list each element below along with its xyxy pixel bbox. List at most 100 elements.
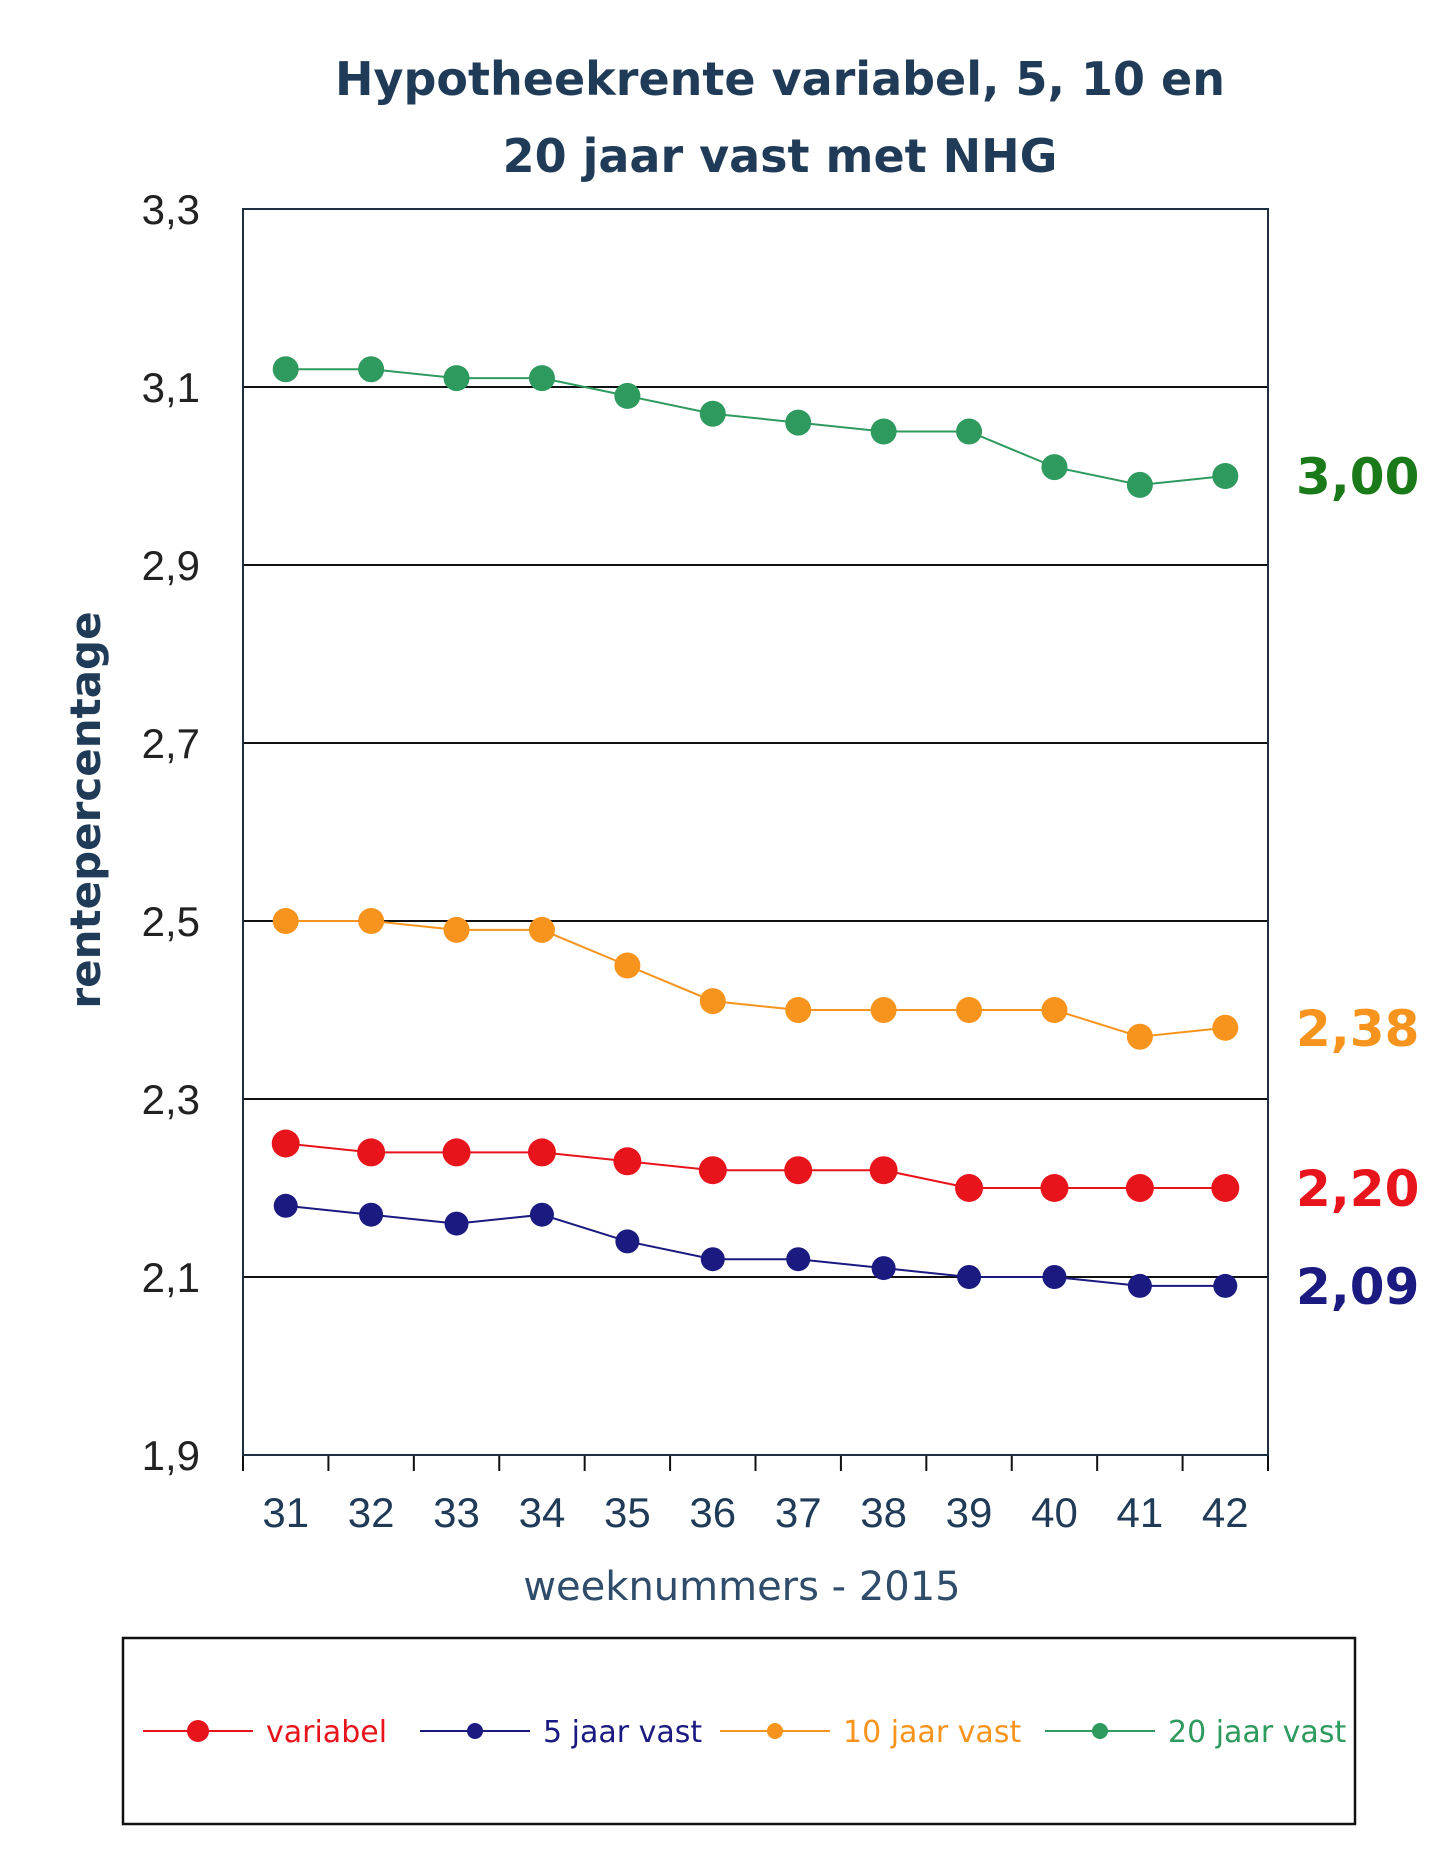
series-5-jaar-vast — [273, 1193, 1238, 1298]
data-point — [613, 1147, 642, 1176]
y-tick-label: 3,1 — [142, 364, 200, 411]
chart-title-line2: 20 jaar vast met NHG — [503, 129, 1058, 183]
data-point — [272, 356, 299, 383]
x-tick-label: 40 — [1031, 1489, 1078, 1536]
data-point — [784, 1156, 813, 1185]
data-point — [359, 1202, 384, 1227]
legend-label: 20 jaar vast — [1168, 1715, 1346, 1750]
series-variabel — [271, 1129, 1240, 1202]
data-point — [1213, 1273, 1238, 1298]
x-tick-label: 31 — [262, 1489, 309, 1536]
data-point — [1212, 1014, 1239, 1041]
y-tick-label: 1,9 — [142, 1432, 200, 1479]
data-point — [870, 418, 897, 445]
legend: variabel 5 jaar vast 10 jaar vast 20 jaar v… — [143, 1715, 1346, 1750]
data-point — [1126, 1023, 1153, 1050]
data-point — [1126, 471, 1153, 498]
data-point — [615, 1229, 640, 1254]
x-axis-ticks: 31 32 33 34 35 36 37 38 39 40 41 42 — [242, 1455, 1269, 1536]
series-line — [285, 368, 1226, 486]
x-tick-label: 36 — [689, 1489, 736, 1536]
data-point — [1040, 1174, 1069, 1202]
data-point — [442, 1138, 471, 1167]
data-point — [870, 997, 897, 1023]
data-point — [444, 1211, 469, 1236]
x-tick-label: 41 — [1117, 1489, 1164, 1536]
legend-marker — [467, 1723, 483, 1739]
series-line — [285, 920, 1226, 1038]
y-tick-label: 2,3 — [142, 1076, 200, 1123]
data-point — [358, 356, 385, 383]
y-tick-label: 2,9 — [142, 542, 200, 589]
data-point — [527, 1138, 556, 1167]
x-axis-label: weeknummers - 2015 — [523, 1564, 960, 1610]
x-tick-label: 33 — [433, 1489, 480, 1536]
data-point — [785, 409, 812, 436]
x-tick-label: 38 — [860, 1489, 907, 1536]
series-line — [285, 1142, 1226, 1189]
end-label: 2,38 — [1296, 1000, 1419, 1058]
series-group — [271, 356, 1240, 1298]
data-point — [443, 365, 470, 392]
x-tick-label: 35 — [604, 1489, 651, 1536]
data-point — [957, 1265, 982, 1289]
series-line — [285, 1204, 1226, 1287]
series-10-jaar-vast — [272, 908, 1239, 1050]
data-point — [871, 1256, 896, 1281]
y-tick-label: 2,7 — [142, 720, 200, 767]
end-label: 2,20 — [1296, 1160, 1419, 1218]
data-point — [1212, 463, 1239, 489]
data-point — [614, 382, 641, 409]
data-point — [956, 418, 983, 445]
legend-marker — [767, 1723, 783, 1739]
data-point — [700, 1247, 725, 1272]
chart-title-line1: Hypotheekrente variabel, 5, 10 en — [335, 52, 1225, 106]
series-20-jaar-vast — [272, 356, 1239, 498]
data-point — [699, 400, 726, 427]
x-tick-label: 32 — [348, 1489, 395, 1536]
data-point — [529, 1202, 554, 1227]
data-point — [955, 1174, 984, 1202]
y-tick-label: 3,3 — [142, 186, 200, 233]
end-labels: 2,20 2,09 2,38 3,00 — [1296, 448, 1419, 1316]
x-tick-label: 42 — [1202, 1489, 1249, 1536]
data-point — [1041, 997, 1068, 1023]
data-point — [357, 1138, 386, 1167]
legend-marker — [187, 1720, 209, 1742]
legend-label: variabel — [266, 1715, 387, 1750]
data-point — [271, 1129, 300, 1158]
legend-label: 5 jaar vast — [543, 1715, 702, 1750]
data-point — [869, 1156, 898, 1185]
data-point — [1042, 1265, 1067, 1289]
y-axis-label: rentepercentage — [61, 611, 110, 1008]
data-point — [699, 988, 726, 1015]
data-point — [273, 1193, 298, 1218]
x-tick-label: 34 — [519, 1489, 566, 1536]
data-point — [358, 908, 385, 934]
data-point — [1125, 1174, 1154, 1202]
data-point — [614, 952, 641, 979]
data-point — [785, 997, 812, 1023]
data-point — [1211, 1174, 1240, 1202]
data-point — [1127, 1273, 1152, 1298]
data-point — [528, 916, 555, 943]
plot-area — [242, 208, 1269, 1456]
data-point — [1041, 454, 1068, 481]
data-point — [272, 908, 299, 934]
data-point — [443, 916, 470, 943]
x-tick-label: 37 — [775, 1489, 822, 1536]
data-point — [786, 1247, 811, 1272]
end-label: 2,09 — [1296, 1258, 1419, 1316]
x-tick-label: 39 — [946, 1489, 993, 1536]
y-tick-label: 2,1 — [142, 1254, 200, 1301]
data-point — [698, 1156, 727, 1185]
gridlines — [243, 386, 1268, 1278]
data-point — [528, 365, 555, 392]
y-axis-ticks: 3,3 3,1 2,9 2,7 2,5 2,3 2,1 1,9 — [142, 186, 200, 1479]
y-tick-label: 2,5 — [142, 898, 200, 945]
end-label: 3,00 — [1296, 448, 1419, 506]
data-point — [956, 997, 983, 1023]
legend-marker — [1092, 1723, 1108, 1739]
legend-label: 10 jaar vast — [843, 1715, 1021, 1750]
